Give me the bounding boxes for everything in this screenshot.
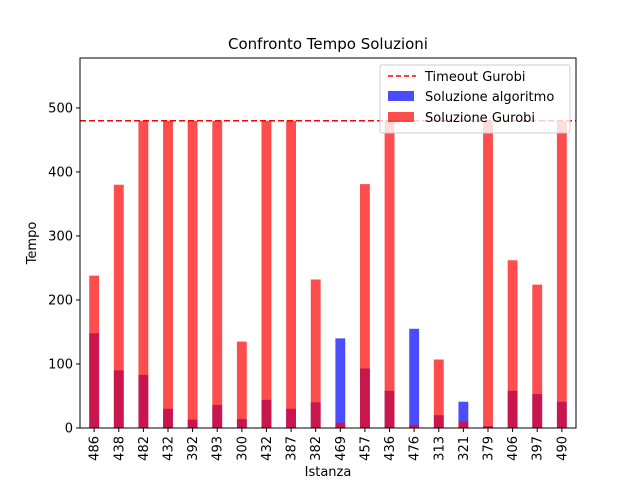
legend-label-gurobi: Soluzione Gurobi: [425, 111, 535, 126]
legend-swatch-gurobi: [388, 112, 414, 122]
x-tick-label: 476: [408, 436, 423, 461]
bar-gurobi-15: [458, 421, 469, 428]
legend-label-timeout: Timeout Gurobi: [424, 70, 525, 85]
x-tick-label: 436: [383, 436, 398, 461]
x-tick-label: 482: [137, 436, 152, 461]
x-axis-title: Istanza: [305, 465, 352, 480]
bar-gurobi-16: [483, 120, 493, 428]
bar-gurobi-6: [236, 341, 247, 428]
bar-gurobi-9: [310, 279, 321, 428]
bar-gurobi-14: [433, 359, 444, 428]
y-tick-label: 200: [48, 293, 73, 308]
bar-gurobi-7: [261, 120, 272, 428]
bar-gurobi-19: [556, 120, 567, 428]
x-tick-label: 387: [285, 436, 300, 461]
y-tick-label: 500: [48, 101, 73, 116]
bar-gurobi-8: [286, 120, 296, 428]
x-tick-label: 432: [260, 436, 275, 461]
x-tick-label: 457: [358, 436, 373, 461]
x-tick-label: 432: [162, 436, 177, 461]
x-tick-label: 382: [309, 436, 324, 461]
x-tick-label: 490: [555, 436, 570, 461]
bar-gurobi-4: [187, 120, 198, 428]
y-axis-title: Tempo: [25, 222, 40, 266]
bar-algoritmo-13: [409, 328, 420, 428]
y-ticks: 0 100 200 300 400 500: [48, 101, 80, 437]
x-tick-label: 392: [186, 436, 201, 461]
y-tick-label: 100: [48, 357, 73, 372]
bar-gurobi-0: [89, 275, 100, 428]
legend-swatch-algoritmo: [388, 91, 414, 101]
bar-gurobi-3: [163, 120, 173, 428]
y-tick-label: 0: [65, 422, 73, 437]
legend-label-algoritmo: Soluzione algoritmo: [425, 90, 554, 105]
x-tick-label: 469: [334, 436, 349, 461]
x-tick-label: 486: [88, 436, 103, 461]
x-tick-label: 493: [211, 436, 226, 461]
bar-gurobi-18: [532, 284, 543, 428]
y-tick-label: 300: [48, 229, 73, 244]
x-tick-label: 379: [482, 436, 497, 461]
bars-group: [89, 120, 567, 428]
bar-gurobi-13: [409, 424, 420, 428]
legend-frame: [379, 64, 571, 134]
plot-frame: [79, 57, 577, 429]
bar-gurobi-17: [507, 260, 518, 428]
bar-gurobi-2: [138, 120, 149, 428]
bar-gurobi-12: [384, 120, 395, 428]
x-tick-label: 321: [457, 436, 472, 461]
bar-gurobi-10: [335, 422, 346, 428]
x-tick-label: 300: [235, 436, 250, 461]
x-tick-label: 313: [432, 436, 447, 461]
bar-gurobi-11: [360, 184, 370, 428]
x-tick-label: 438: [112, 436, 127, 461]
x-tick-label: 406: [506, 436, 521, 461]
bar-algoritmo-15: [458, 401, 469, 428]
legend: Timeout Gurobi Soluzione algoritmo Soluz…: [379, 64, 571, 134]
y-tick-label: 400: [48, 165, 73, 180]
bar-gurobi-1: [113, 184, 124, 428]
x-ticks: 486 438 482 432 392 493 300 432 387 382 469 457 436 4…: [88, 428, 570, 461]
bar-algoritmo-10: [335, 338, 346, 428]
bar-gurobi-5: [212, 120, 223, 428]
x-tick-label: 397: [531, 436, 546, 461]
chart-title: Confronto Tempo Soluzioni: [228, 35, 428, 53]
